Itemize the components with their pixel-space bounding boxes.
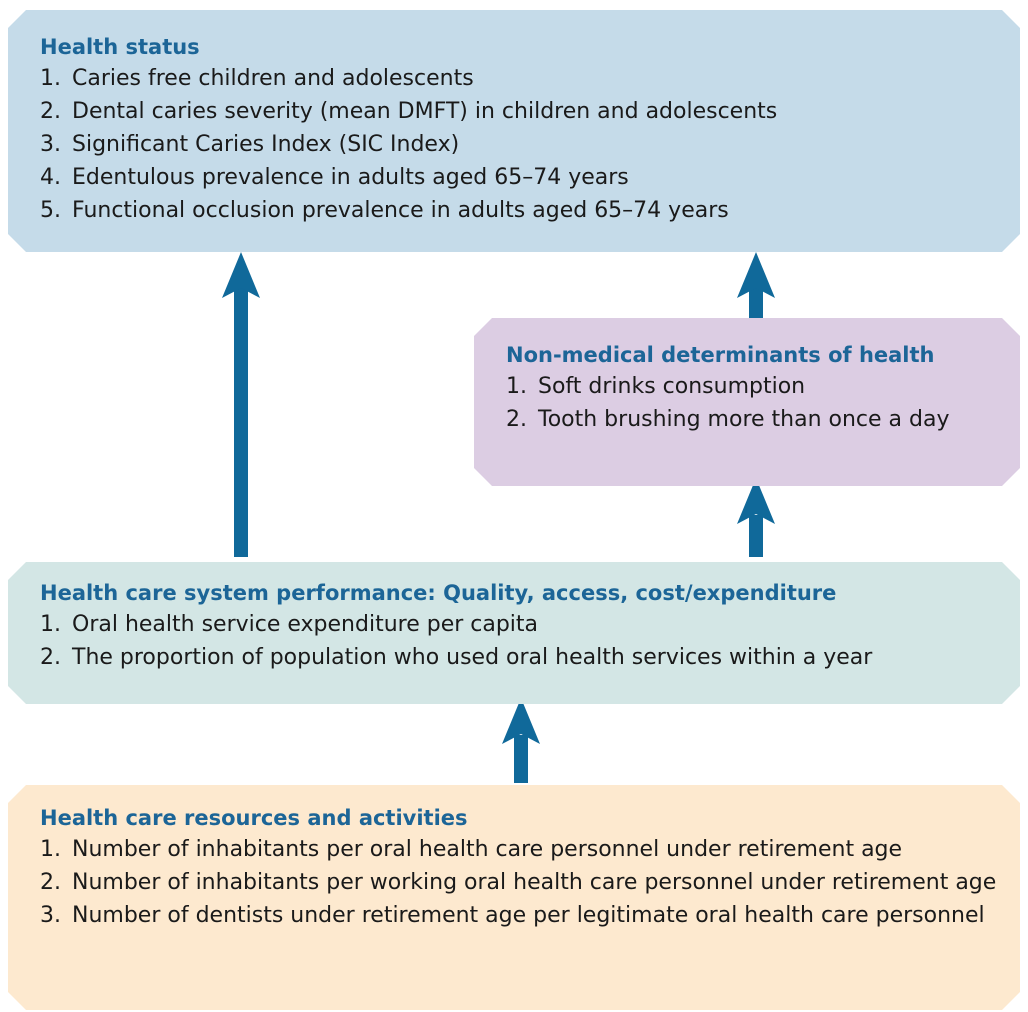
list-item: 2. Number of inhabitants per working oral…	[40, 866, 1010, 899]
item-text: Soft drinks consumption	[538, 374, 806, 399]
list-item: 2. Dental caries severity (mean DMFT) in …	[40, 95, 1010, 128]
item-number: 5.	[40, 198, 61, 223]
item-number: 4.	[40, 165, 61, 190]
health-status-box: Health status 1. Caries free children and …	[8, 10, 1020, 252]
item-number: 2.	[40, 870, 61, 895]
box-title: Health status	[40, 35, 200, 59]
list-item: 1. Caries free children and adolescents	[40, 62, 1010, 95]
list-item: 1. Soft drinks consumption	[506, 370, 1010, 403]
item-number: 2.	[40, 645, 61, 670]
item-number: 1.	[40, 612, 61, 637]
arrow-head	[502, 698, 540, 744]
list-item: 3. Number of dentists under retirement ag…	[40, 899, 1010, 932]
list-item: 2. Tooth brushing more than once a day	[506, 403, 1010, 436]
list-item: 5. Functional occlusion prevalence in adu…	[40, 194, 1010, 227]
item-number: 2.	[40, 99, 61, 124]
list-item: 3. Significant Caries Index (SIC Index)	[40, 128, 1010, 161]
item-number: 3.	[40, 132, 61, 157]
item-text: Oral health service expenditure per capi…	[72, 612, 539, 637]
item-number: 1.	[40, 66, 61, 91]
list-item: 4. Edentulous prevalence in adults aged 6…	[40, 161, 1010, 194]
arrow-shaft	[234, 285, 248, 557]
item-text: Number of dentists under retirement age …	[72, 903, 985, 928]
item-number: 2.	[506, 407, 527, 432]
item-text: Edentulous prevalence in adults aged 65–…	[72, 165, 629, 190]
list-item: 1. Number of inhabitants per oral health …	[40, 833, 1010, 866]
resources-box: Health care resources and activities 1. Nu…	[8, 785, 1020, 1010]
item-number: 1.	[40, 837, 61, 862]
arrow-head	[222, 252, 260, 298]
arrow-shaft	[749, 515, 763, 557]
list-item: 2. The proportion of population who used …	[40, 641, 1010, 674]
item-text: Functional occlusion prevalence in adult…	[72, 198, 729, 223]
item-text: Tooth brushing more than once a day	[538, 407, 950, 432]
arrow-head	[737, 252, 775, 298]
box-title: Health care system performance: Quality,…	[40, 581, 837, 605]
item-text: Dental caries severity (mean DMFT) in ch…	[72, 99, 778, 124]
item-text: Significant Caries Index (SIC Index)	[72, 132, 460, 157]
list-item: 1. Oral health service expenditure per ca…	[40, 608, 1010, 641]
item-number: 3.	[40, 903, 61, 928]
item-text: The proportion of population who used or…	[72, 645, 873, 670]
item-text: Number of inhabitants per working oral h…	[72, 870, 997, 895]
box-title: Health care resources and activities	[40, 806, 468, 830]
box-title: Non-medical determinants of health	[506, 343, 935, 367]
arrow-shaft	[514, 735, 528, 783]
determinants-box: Non-medical determinants of health 1. Soft…	[474, 318, 1020, 486]
item-text: Number of inhabitants per oral health ca…	[72, 837, 903, 862]
arrow-head	[737, 478, 775, 524]
performance-box: Health care system performance: Quality,…	[8, 562, 1020, 704]
item-number: 1.	[506, 374, 527, 399]
item-text: Caries free children and adolescents	[72, 66, 474, 91]
